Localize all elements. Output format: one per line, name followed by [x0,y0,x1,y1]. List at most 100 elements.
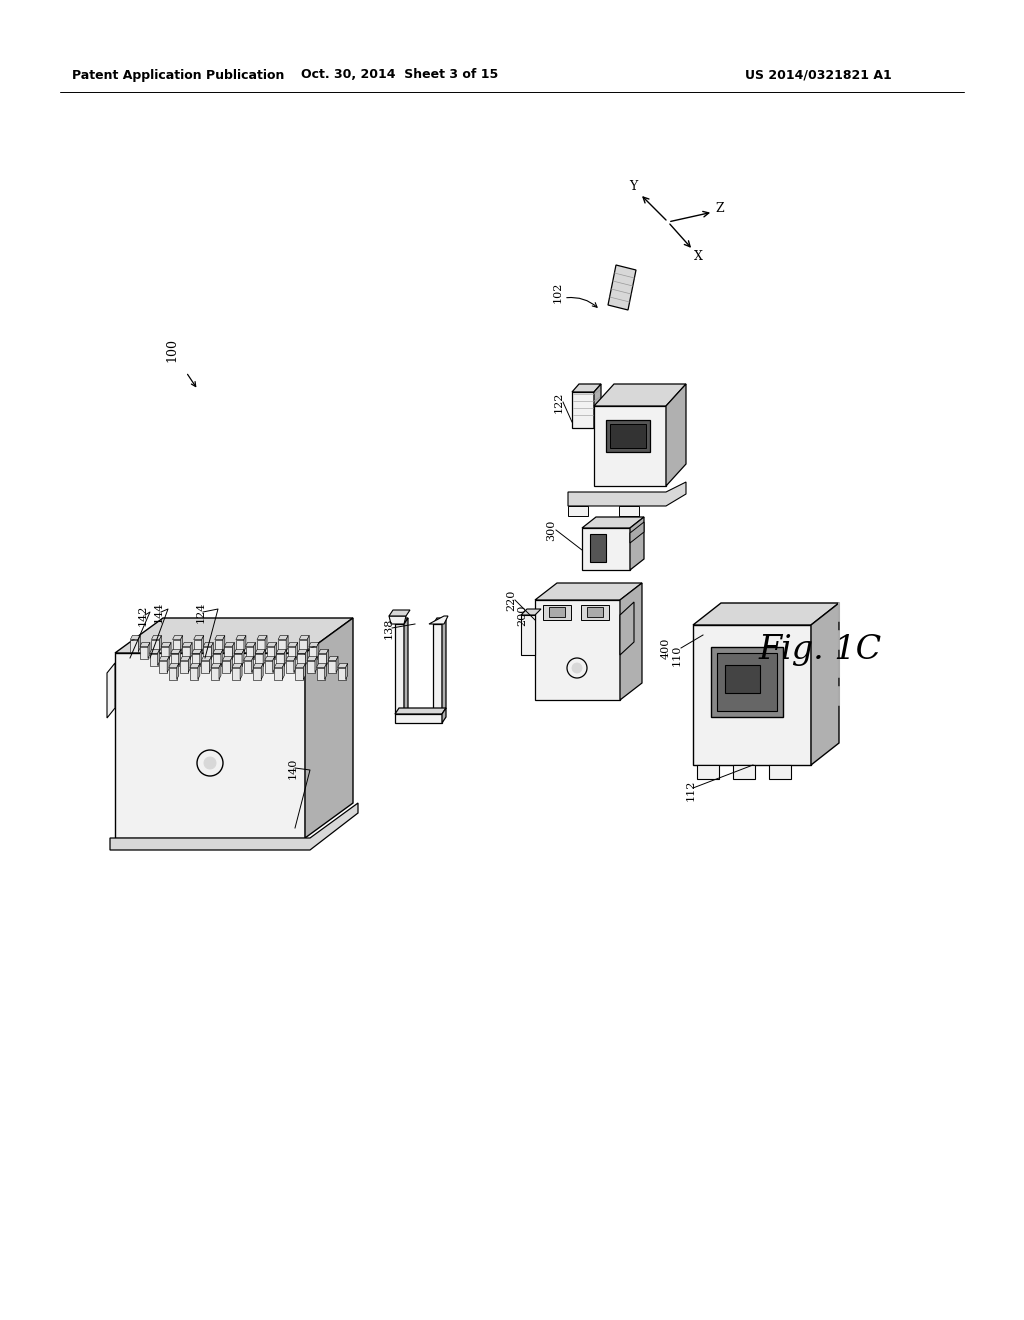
Polygon shape [297,653,305,665]
Polygon shape [543,605,571,620]
Polygon shape [244,660,252,672]
Polygon shape [299,635,309,639]
Polygon shape [246,643,256,647]
Polygon shape [236,639,244,652]
Polygon shape [189,664,200,668]
Polygon shape [261,664,263,680]
Polygon shape [224,647,232,659]
Text: 200: 200 [517,605,527,626]
Polygon shape [180,660,188,672]
Polygon shape [279,635,288,639]
Polygon shape [307,635,309,652]
Polygon shape [130,635,140,639]
Bar [606,420,650,451]
Polygon shape [106,663,115,718]
Polygon shape [254,643,256,659]
Polygon shape [147,643,150,659]
Polygon shape [389,610,410,616]
Polygon shape [222,656,232,660]
Polygon shape [180,635,182,652]
Text: 100: 100 [165,338,178,362]
Polygon shape [209,656,211,672]
Text: Patent Application Publication: Patent Application Publication [72,69,285,82]
Polygon shape [535,601,620,700]
Polygon shape [288,643,298,647]
Polygon shape [594,384,686,407]
Bar [549,607,565,616]
Polygon shape [286,660,294,672]
Text: Z: Z [716,202,724,214]
Polygon shape [307,656,317,660]
Polygon shape [620,583,642,700]
Polygon shape [204,643,213,647]
Polygon shape [433,618,446,624]
Polygon shape [693,603,839,624]
Bar [725,665,760,693]
Polygon shape [266,643,276,647]
Polygon shape [253,664,263,668]
Bar [587,607,603,616]
Polygon shape [230,656,232,672]
Polygon shape [697,766,719,779]
Polygon shape [283,664,285,680]
Polygon shape [303,664,305,680]
Polygon shape [618,506,639,516]
Polygon shape [265,660,272,672]
Polygon shape [213,653,221,665]
Bar [610,424,646,447]
Polygon shape [395,714,442,723]
Polygon shape [276,649,287,653]
Polygon shape [521,609,541,615]
Polygon shape [294,656,296,672]
Polygon shape [316,664,327,668]
Polygon shape [286,656,296,660]
Polygon shape [266,647,274,659]
Polygon shape [581,605,609,620]
Polygon shape [265,656,274,660]
Text: 142: 142 [138,605,148,626]
Polygon shape [190,643,193,659]
Polygon shape [191,649,202,653]
Polygon shape [630,517,644,570]
Polygon shape [215,639,223,652]
Polygon shape [169,643,171,659]
Text: 122: 122 [554,391,564,413]
Polygon shape [274,668,283,680]
Polygon shape [594,384,601,428]
Polygon shape [169,664,179,668]
Polygon shape [338,668,346,680]
Polygon shape [255,649,265,653]
Text: 112: 112 [686,779,696,801]
Polygon shape [272,656,274,672]
Polygon shape [309,647,316,659]
Polygon shape [285,649,287,665]
Polygon shape [182,643,193,647]
Polygon shape [325,664,327,680]
Polygon shape [110,803,358,850]
Polygon shape [315,656,317,672]
Polygon shape [222,660,230,672]
Polygon shape [244,656,254,660]
Polygon shape [733,766,755,779]
Polygon shape [395,618,408,624]
Polygon shape [152,635,162,639]
Polygon shape [328,660,336,672]
Polygon shape [295,664,305,668]
Polygon shape [582,517,644,528]
Polygon shape [255,653,263,665]
Polygon shape [221,649,223,665]
Polygon shape [433,624,442,714]
Polygon shape [211,668,219,680]
Text: 138: 138 [384,618,394,639]
Polygon shape [305,649,307,665]
Polygon shape [338,664,347,668]
Text: X: X [693,251,702,264]
Polygon shape [572,384,601,392]
Polygon shape [620,602,634,655]
Polygon shape [395,708,446,714]
Polygon shape [568,506,588,516]
Polygon shape [232,664,242,668]
Polygon shape [389,616,406,624]
Polygon shape [568,482,686,506]
Text: 140: 140 [288,758,298,779]
